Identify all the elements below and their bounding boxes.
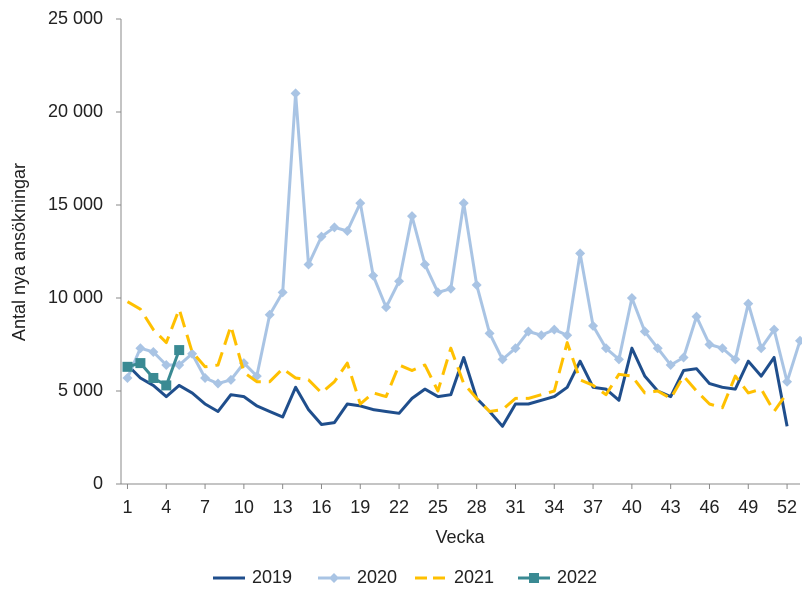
marker: [626, 293, 637, 303]
marker: [536, 330, 547, 341]
x-tick-label: 37: [583, 497, 603, 517]
marker: [652, 343, 663, 354]
marker: [601, 343, 611, 354]
marker: [743, 298, 754, 309]
legend-label: 2019: [252, 567, 292, 587]
marker: [588, 320, 599, 331]
y-tick-label: 5 000: [58, 380, 103, 400]
x-tick-label: 1: [122, 497, 132, 517]
marker: [782, 376, 793, 387]
marker: [484, 328, 495, 339]
marker: [730, 354, 741, 365]
marker: [678, 352, 689, 363]
marker: [122, 372, 133, 383]
marker: [213, 378, 223, 389]
series-line: [126, 91, 802, 386]
marker: [523, 326, 534, 337]
marker: [471, 279, 482, 290]
marker: [613, 354, 624, 365]
x-tick-label: 46: [699, 497, 719, 517]
marker: [432, 287, 443, 298]
marker: [795, 335, 802, 346]
marker: [458, 198, 469, 209]
x-tick-label: 52: [777, 497, 797, 517]
x-tick-label: 4: [161, 497, 171, 517]
marker: [355, 198, 366, 209]
marker: [717, 343, 728, 354]
marker: [756, 343, 767, 354]
legend-label: 2021: [454, 567, 494, 587]
marker: [187, 348, 198, 359]
marker: [575, 248, 586, 259]
y-tick-label: 0: [93, 473, 103, 493]
marker: [135, 358, 146, 369]
legend-marker: [329, 573, 339, 583]
x-tick-label: 49: [738, 497, 758, 517]
marker: [497, 354, 508, 365]
x-tick-label: 22: [389, 497, 409, 517]
y-tick-label: 15 000: [48, 194, 103, 214]
x-axis-title: Vecka: [435, 527, 485, 547]
x-tick-label: 13: [273, 497, 293, 517]
marker: [407, 211, 417, 222]
marker: [342, 226, 353, 237]
legend-label: 2022: [557, 567, 597, 587]
marker: [691, 311, 702, 322]
legend-marker: [529, 573, 539, 583]
x-tick-label: 40: [622, 497, 642, 517]
marker: [135, 343, 146, 354]
marker: [368, 270, 379, 281]
marker: [200, 372, 211, 383]
marker: [381, 302, 392, 313]
x-tick-label: 19: [350, 497, 370, 517]
marker: [510, 343, 521, 354]
marker: [174, 359, 185, 370]
marker: [225, 374, 236, 385]
x-tick-label: 7: [200, 497, 210, 517]
marker: [549, 324, 560, 335]
marker: [303, 259, 314, 270]
marker: [122, 361, 133, 372]
marker: [704, 339, 715, 350]
x-tick-label: 28: [467, 497, 487, 517]
x-tick-label: 16: [311, 497, 331, 517]
marker: [174, 345, 185, 356]
marker: [148, 372, 159, 383]
y-tick-label: 25 000: [48, 8, 103, 28]
series-line: [126, 300, 789, 413]
x-tick-label: 25: [428, 497, 448, 517]
marker: [665, 359, 676, 370]
series-line: [126, 346, 789, 428]
marker: [277, 287, 288, 298]
y-axis-title: Antal nya ansökningar: [9, 163, 29, 341]
legend-label: 2020: [357, 567, 397, 587]
marker: [769, 324, 780, 335]
x-tick-label: 34: [544, 497, 564, 517]
marker: [148, 346, 159, 357]
marker: [419, 259, 430, 270]
marker: [445, 283, 456, 294]
marker: [394, 276, 405, 287]
marker: [562, 330, 573, 341]
marker: [161, 380, 172, 391]
marker: [639, 326, 650, 337]
marker: [329, 222, 340, 233]
marker: [161, 359, 172, 370]
x-tick-label: 31: [505, 497, 525, 517]
y-tick-label: 10 000: [48, 287, 103, 307]
x-tick-label: 10: [234, 497, 254, 517]
marker: [264, 309, 275, 320]
x-tick-label: 43: [661, 497, 681, 517]
y-tick-label: 20 000: [48, 101, 103, 121]
marker: [316, 231, 327, 242]
marker: [290, 88, 301, 99]
